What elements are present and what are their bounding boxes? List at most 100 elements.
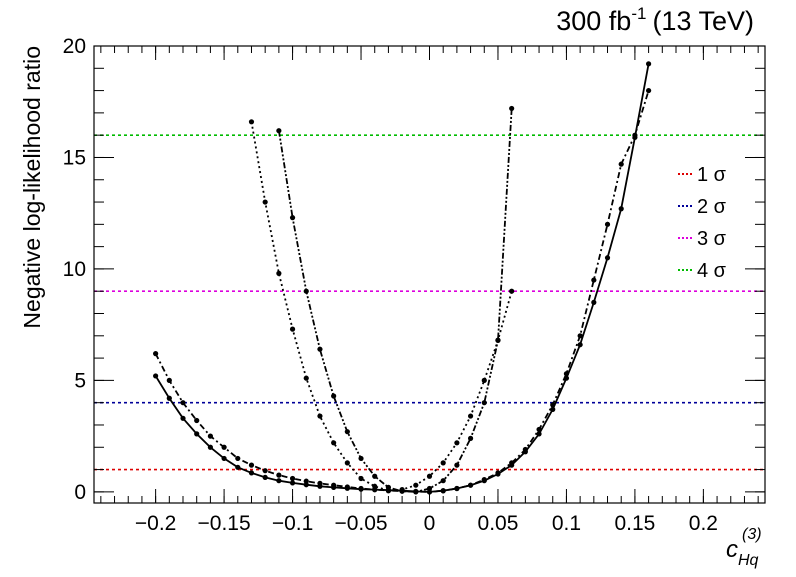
x-tick-label: 0.15: [614, 512, 655, 535]
series-4-point: [413, 489, 419, 495]
x-tick-label: −0.15: [198, 512, 251, 535]
legend-label: 4 σ: [697, 260, 727, 282]
series-1-point: [180, 415, 186, 421]
x-tick-label: 0.05: [478, 512, 519, 535]
series-4-point: [509, 105, 515, 112]
series-3-point: [248, 119, 255, 125]
series-2-point: [591, 277, 597, 283]
y-tick-label: 0: [74, 481, 86, 504]
series-3-point: [481, 377, 487, 383]
series-1-point: [618, 206, 624, 212]
x-axis-label-main: c: [726, 536, 738, 563]
series-3-point: [262, 199, 268, 205]
series-2-point: [509, 460, 515, 466]
lumi-value: 300 fb: [556, 6, 631, 36]
x-tick-label: 0: [424, 512, 436, 535]
series-3-point: [509, 288, 515, 294]
y-tick-label: 5: [74, 369, 86, 392]
series-2-point: [331, 482, 337, 488]
series-1-point: [591, 299, 597, 305]
series-3-point: [413, 482, 419, 488]
y-tick-label: 15: [63, 146, 86, 169]
series-1-point: [646, 61, 652, 67]
series-4-point: [454, 462, 460, 468]
curves: [154, 63, 650, 493]
x-axis-label: cHq (3): [726, 526, 762, 569]
x-tick-label: 0.2: [689, 512, 718, 535]
series-1-line: [154, 63, 650, 493]
series-3-point: [426, 473, 433, 479]
series-2-point: [577, 333, 583, 339]
series-2-point: [632, 132, 638, 138]
series-2-point: [153, 351, 159, 357]
series-3-point: [440, 460, 446, 466]
series-1-point: [194, 431, 200, 437]
series-4-point: [385, 484, 392, 490]
series-1-point: [262, 474, 268, 480]
series-1-point: [577, 342, 583, 348]
series-2-point: [454, 485, 460, 492]
series-2-point: [467, 482, 474, 488]
series-3-point: [372, 483, 378, 489]
legend-label: 3 σ: [697, 228, 727, 250]
series-2-point: [440, 488, 446, 494]
series-2-point: [604, 221, 611, 227]
series-2-point: [166, 377, 172, 383]
x-tick-label: −0.05: [334, 512, 387, 535]
series-2-point: [248, 462, 255, 468]
series-3-point: [276, 270, 282, 276]
lumi-exponent: -1: [631, 4, 646, 23]
series-1-point: [303, 482, 309, 488]
series-2-point: [481, 476, 487, 483]
series-2-point: [262, 468, 268, 474]
series-2-point: [495, 470, 501, 476]
series-4-line: [278, 108, 513, 493]
series-1-point: [153, 373, 159, 379]
series-4-point: [317, 346, 323, 352]
series-3-point: [303, 375, 309, 381]
series-1-point: [235, 464, 241, 470]
series-1-point: [166, 395, 172, 401]
data-points: [153, 61, 652, 495]
series-3-point: [317, 413, 323, 419]
series-2-point: [221, 444, 227, 450]
tick-labels: −0.2 −0.15 −0.1 −0.05 0 0.05 0.1 0.15 0.2 0 5 10 15 2…: [63, 35, 718, 535]
series-2-point: [563, 371, 570, 377]
energy-label: (13 TeV): [652, 6, 754, 36]
legend: 1 σ 2 σ 3 σ 4 σ: [678, 164, 727, 282]
series-4-point: [440, 478, 446, 484]
series-2-point: [618, 161, 624, 167]
series-1-point: [536, 431, 542, 437]
series-4-point: [289, 215, 296, 221]
series-1-point: [248, 470, 255, 476]
series-4-point: [358, 455, 364, 462]
x-axis-label-sup: (3): [742, 526, 762, 543]
series-3-point: [289, 326, 296, 332]
series-2-point: [235, 455, 241, 462]
series-3-point: [454, 440, 460, 446]
x-axis-label-sub: Hq: [738, 552, 759, 569]
series-4-point: [331, 393, 337, 399]
series-4-point: [399, 488, 405, 494]
series-2-point: [317, 480, 323, 486]
series-3-line: [250, 121, 513, 492]
series-4-point: [303, 288, 309, 294]
series-2-point: [276, 472, 282, 478]
x-tick-label: −0.2: [135, 512, 176, 535]
series-2-point: [358, 485, 364, 492]
series-2-point: [207, 433, 213, 439]
x-tick-label: −0.1: [272, 512, 313, 535]
lumi-label: 300 fb-1 (13 TeV): [556, 4, 754, 36]
y-axis-label: Negative log-likelihood ratio: [19, 46, 45, 329]
reference-lines: [94, 134, 765, 471]
series-3-point: [358, 475, 364, 482]
series-2-point: [536, 426, 542, 433]
series-2-point: [303, 478, 309, 484]
series-1-point: [221, 455, 227, 462]
series-2-point: [522, 446, 528, 453]
series-2-point: [646, 87, 652, 94]
series-2-point: [550, 402, 556, 408]
series-2-point: [344, 484, 350, 490]
